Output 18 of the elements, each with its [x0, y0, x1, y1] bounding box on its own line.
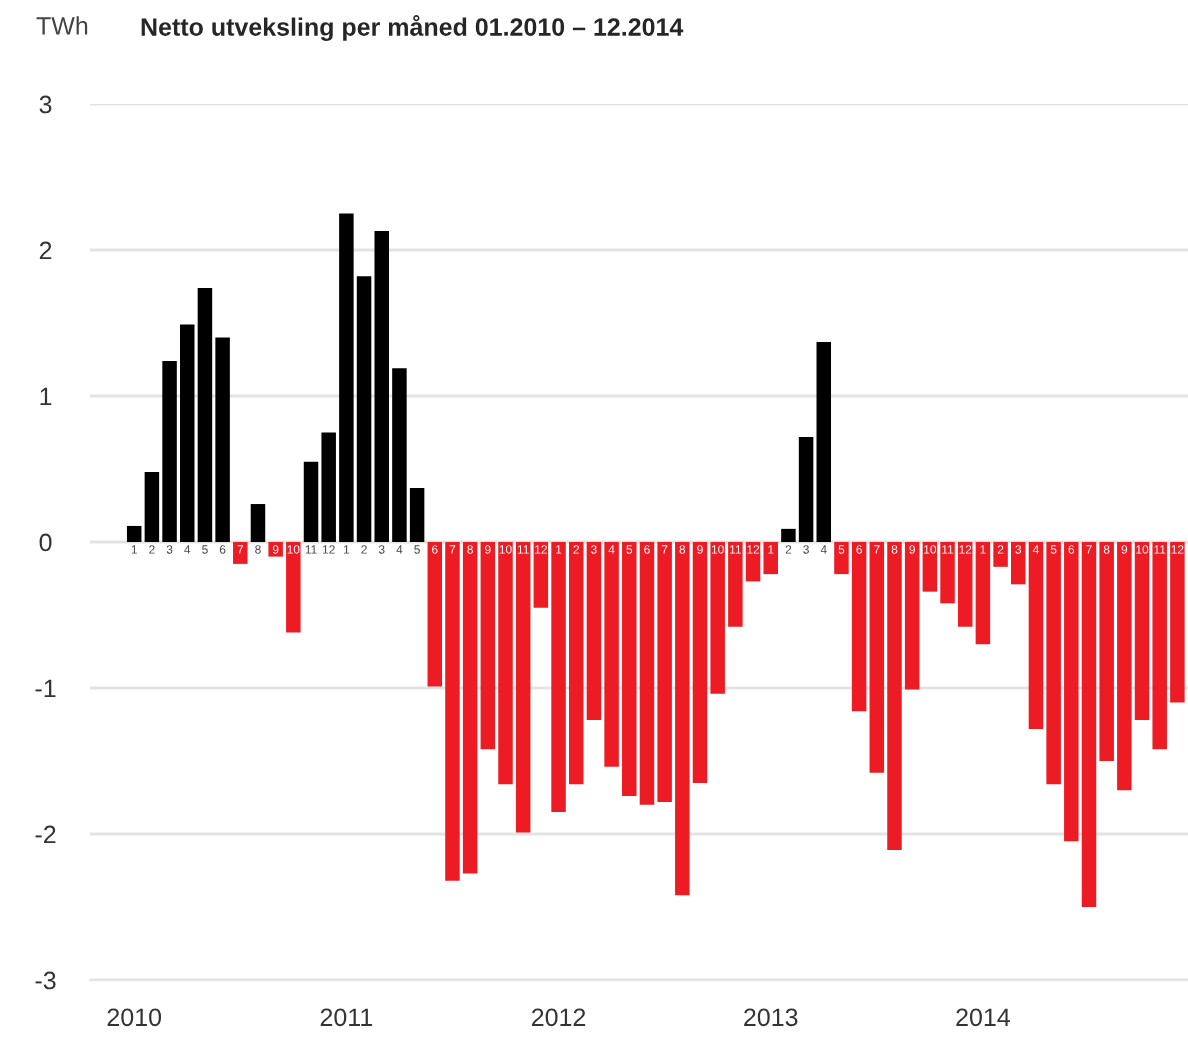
y-tick-label: -2 [35, 825, 56, 844]
y-tick-label: -3 [35, 971, 56, 990]
bar [250, 504, 266, 542]
y-tick-label: 0 [39, 533, 52, 552]
text: 2011 [320, 1008, 373, 1027]
y-tick-label: 3 [39, 95, 52, 114]
bar [233, 542, 248, 564]
bar [126, 525, 142, 542]
y-tick-label: 1 [40, 387, 52, 406]
text: 2013 [744, 1008, 798, 1027]
y-tick-label: 2 [39, 241, 52, 260]
chart-title: Netto utveksling per måned 01.2010 – 12.2014 [141, 15, 684, 41]
y-axis-title: TWh [36, 16, 88, 35]
y-tick-label: -1 [35, 679, 56, 698]
text: 2012 [532, 1008, 586, 1027]
bar [816, 341, 832, 542]
text: 2010 [107, 1008, 162, 1027]
text: 2014 [956, 1008, 1010, 1027]
